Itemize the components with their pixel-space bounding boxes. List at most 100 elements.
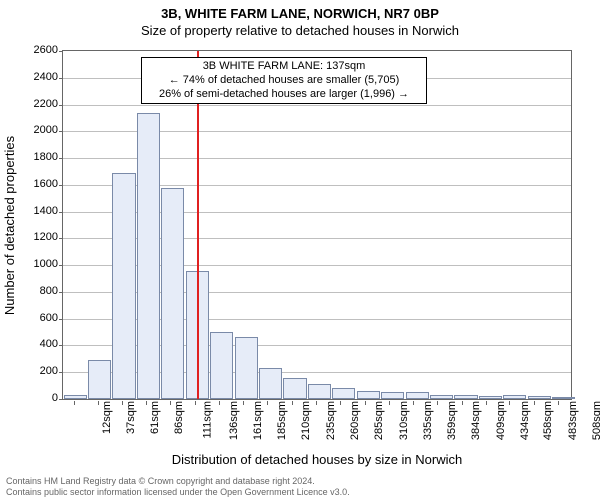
histogram-bar (552, 397, 575, 399)
x-tick-label: 285sqm (374, 401, 386, 440)
x-tick-mark (389, 401, 390, 405)
y-axis-label: Number of detached properties (3, 135, 18, 314)
y-tick-label: 200 (20, 365, 58, 377)
x-tick-mark (316, 401, 317, 405)
y-tick-mark (59, 292, 63, 293)
x-tick-mark (462, 401, 463, 405)
histogram-bar (235, 337, 258, 399)
y-tick-label: 1200 (20, 231, 58, 243)
histogram-bar (283, 378, 306, 399)
y-tick-label: 1800 (20, 151, 58, 163)
plot-area: 3B WHITE FARM LANE: 137sqm ← 74% of deta… (62, 50, 572, 400)
histogram-bar (381, 392, 404, 399)
x-tick-mark (365, 401, 366, 405)
x-tick-mark (243, 401, 244, 405)
x-tick-mark (437, 401, 438, 405)
histogram-bar (137, 113, 160, 399)
y-tick-label: 0 (20, 392, 58, 404)
histogram-bar (332, 388, 355, 399)
x-tick-label: 260sqm (349, 401, 361, 440)
histogram-bar (259, 368, 282, 399)
x-tick-label: 508sqm (591, 401, 600, 440)
x-tick-label: 185sqm (276, 401, 288, 440)
x-tick-mark (170, 401, 171, 405)
histogram-bar (357, 391, 380, 399)
y-tick-mark (59, 78, 63, 79)
y-axis-label-container: Number of detached properties (0, 50, 20, 400)
title-line-1: 3B, WHITE FARM LANE, NORWICH, NR7 0BP (0, 0, 600, 21)
annotation-box: 3B WHITE FARM LANE: 137sqm ← 74% of deta… (141, 57, 427, 104)
y-tick-mark (59, 51, 63, 52)
histogram-bar (112, 173, 135, 399)
x-tick-label: 161sqm (252, 401, 264, 440)
y-tick-mark (59, 185, 63, 186)
x-tick-mark (486, 401, 487, 405)
credits-line-2: Contains public sector information licen… (6, 487, 350, 498)
x-tick-label: 86sqm (173, 401, 185, 434)
x-tick-mark (413, 401, 414, 405)
y-tick-label: 1000 (20, 258, 58, 270)
histogram-bar (308, 384, 331, 399)
histogram-bar (210, 332, 233, 399)
y-tick-label: 2000 (20, 124, 58, 136)
x-tick-mark (146, 401, 147, 405)
y-tick-labels: 0200400600800100012001400160018002000220… (20, 50, 60, 400)
y-tick-mark (59, 372, 63, 373)
histogram-bar (503, 395, 526, 399)
x-tick-labels: 12sqm37sqm61sqm86sqm111sqm136sqm161sqm18… (62, 401, 572, 451)
y-tick-mark (59, 105, 63, 106)
credits: Contains HM Land Registry data © Crown c… (6, 476, 350, 498)
y-tick-mark (59, 345, 63, 346)
x-tick-label: 483sqm (567, 401, 579, 440)
annotation-line-1: 3B WHITE FARM LANE: 137sqm (146, 60, 422, 74)
x-tick-label: 434sqm (519, 401, 531, 440)
y-tick-label: 1400 (20, 205, 58, 217)
x-tick-mark (340, 401, 341, 405)
x-tick-mark (267, 401, 268, 405)
x-tick-label: 210sqm (300, 401, 312, 440)
x-tick-mark (98, 401, 99, 405)
x-tick-label: 409sqm (495, 401, 507, 440)
x-tick-mark (195, 401, 196, 405)
histogram-bar (430, 395, 453, 399)
figure: 3B, WHITE FARM LANE, NORWICH, NR7 0BP Si… (0, 0, 600, 500)
x-tick-label: 136sqm (228, 401, 240, 440)
histogram-bar (479, 396, 502, 399)
y-tick-label: 600 (20, 312, 58, 324)
histogram-bar (454, 395, 477, 399)
x-tick-mark (509, 401, 510, 405)
x-tick-label: 384sqm (470, 401, 482, 440)
x-tick-mark (292, 401, 293, 405)
y-tick-mark (59, 212, 63, 213)
x-tick-label: 310sqm (398, 401, 410, 440)
histogram-bar (64, 395, 87, 399)
x-tick-mark (122, 401, 123, 405)
histogram-bar (528, 396, 551, 399)
credits-line-1: Contains HM Land Registry data © Crown c… (6, 476, 350, 487)
histogram-bar (161, 188, 184, 399)
annotation-line-2: ← 74% of detached houses are smaller (5,… (146, 74, 422, 88)
x-tick-label: 458sqm (543, 401, 555, 440)
y-tick-mark (59, 265, 63, 266)
y-tick-label: 2600 (20, 44, 58, 56)
gridline (63, 105, 571, 106)
y-tick-mark (59, 319, 63, 320)
x-tick-label: 235sqm (325, 401, 337, 440)
y-tick-mark (59, 238, 63, 239)
x-tick-mark (534, 401, 535, 405)
x-tick-mark (219, 401, 220, 405)
annotation-line-3: 26% of semi-detached houses are larger (… (146, 88, 422, 102)
y-tick-label: 2400 (20, 71, 58, 83)
x-tick-label: 359sqm (446, 401, 458, 440)
x-tick-label: 37sqm (125, 401, 137, 434)
histogram-bar (406, 392, 429, 399)
histogram-bar (88, 360, 111, 399)
x-tick-mark (558, 401, 559, 405)
y-tick-label: 400 (20, 338, 58, 350)
y-tick-mark (59, 131, 63, 132)
x-tick-label: 12sqm (101, 401, 113, 434)
y-tick-mark (59, 399, 63, 400)
y-tick-label: 2200 (20, 98, 58, 110)
y-tick-label: 1600 (20, 178, 58, 190)
x-tick-label: 61sqm (149, 401, 161, 434)
